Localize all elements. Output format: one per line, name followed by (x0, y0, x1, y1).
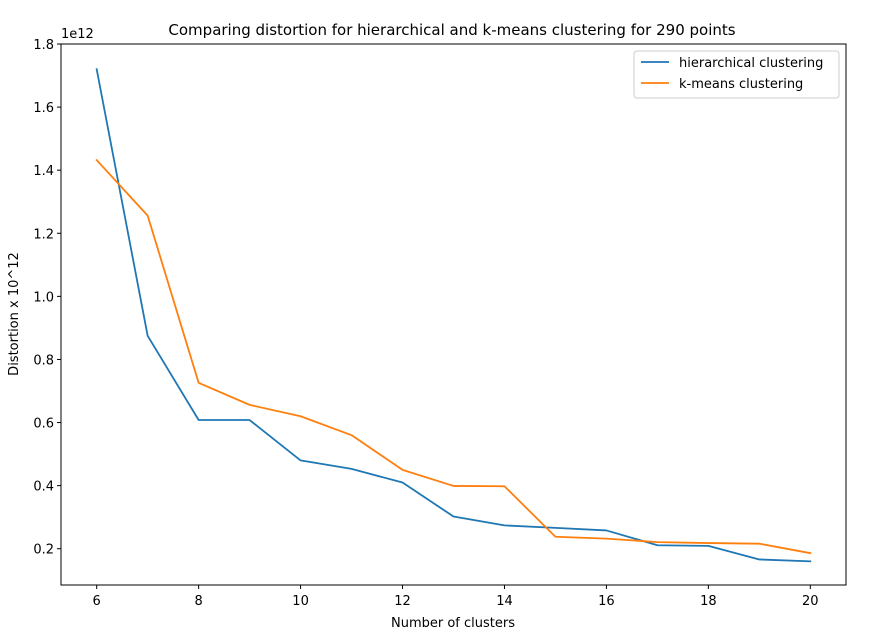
y-tick-label: 1.4 (33, 164, 54, 179)
x-axis-label: Number of clusters (391, 616, 515, 631)
y-tick-label: 0.2 (33, 543, 54, 558)
x-axis-ticks: 6 8 10 12 14 16 18 20 (93, 585, 819, 609)
data-point-hierarchical-clustering (197, 419, 199, 421)
data-point-hierarchical-clustering (809, 560, 811, 562)
x-tick-label: 10 (292, 594, 309, 609)
data-point-hierarchical-clustering (452, 515, 454, 517)
data-point-k-means-clustering (809, 552, 811, 554)
legend-label-hierarchical-clustering: hierarchical clustering (679, 56, 823, 71)
data-point-k-means-clustering (656, 541, 658, 543)
data-point-hierarchical-clustering (554, 527, 556, 529)
y-tick-label: 1.0 (33, 290, 54, 305)
x-tick-label: 14 (496, 594, 513, 609)
data-point-k-means-clustering (95, 159, 97, 161)
data-point-k-means-clustering (605, 537, 607, 539)
y-tick-label: 0.6 (33, 417, 54, 432)
legend-box (633, 50, 840, 99)
x-tick-label: 18 (700, 594, 717, 609)
data-point-k-means-clustering (350, 434, 352, 436)
data-point-k-means-clustering (452, 485, 454, 487)
data-point-k-means-clustering (248, 404, 250, 406)
y-tick-label: 1.2 (33, 227, 54, 242)
y-tick-label: 1.8 (33, 38, 54, 53)
y-tick-label: 0.8 (33, 353, 54, 368)
y-axis-label: Distortion x 10^12 (7, 252, 22, 376)
data-point-k-means-clustering (554, 536, 556, 538)
legend: hierarchical clustering k-means clusterin… (633, 50, 840, 99)
x-tick-label: 8 (194, 594, 202, 609)
data-point-hierarchical-clustering (605, 529, 607, 531)
data-point-k-means-clustering (197, 382, 199, 384)
data-point-k-means-clustering (503, 485, 505, 487)
data-point-k-means-clustering (401, 469, 403, 471)
y-tick-label: 1.6 (33, 101, 54, 116)
data-point-hierarchical-clustering (401, 481, 403, 483)
data-point-k-means-clustering (299, 415, 301, 417)
data-point-hierarchical-clustering (656, 544, 658, 546)
y-axis-offset-label: 1e12 (61, 27, 94, 42)
data-point-hierarchical-clustering (299, 459, 301, 461)
series-layer (95, 68, 812, 563)
x-tick-label: 16 (598, 594, 615, 609)
data-point-hierarchical-clustering (707, 545, 709, 547)
x-tick-label: 12 (394, 594, 411, 609)
series-line-k-means-clustering (95, 158, 812, 555)
data-point-hierarchical-clustering (350, 468, 352, 470)
data-point-hierarchical-clustering (248, 419, 250, 421)
data-point-hierarchical-clustering (95, 68, 97, 70)
data-point-hierarchical-clustering (503, 524, 505, 526)
y-axis-ticks: 0.2 0.4 0.6 0.8 1.0 1.2 1.4 1.6 1.8 (33, 38, 61, 558)
x-tick-label: 6 (93, 594, 101, 609)
data-point-hierarchical-clustering (758, 558, 760, 560)
data-point-k-means-clustering (146, 214, 148, 216)
data-point-k-means-clustering (758, 542, 760, 544)
y-tick-label: 0.4 (33, 480, 54, 495)
x-tick-label: 20 (802, 594, 819, 609)
plot-area-frame (60, 43, 847, 586)
legend-items: hierarchical clustering k-means clusterin… (641, 56, 823, 92)
data-point-hierarchical-clustering (146, 335, 148, 337)
data-point-k-means-clustering (707, 542, 709, 544)
series-line-hierarchical-clustering (95, 68, 812, 563)
chart-title: Comparing distortion for hierarchical an… (168, 21, 735, 39)
legend-label-k-means-clustering: k-means clustering (679, 77, 803, 92)
